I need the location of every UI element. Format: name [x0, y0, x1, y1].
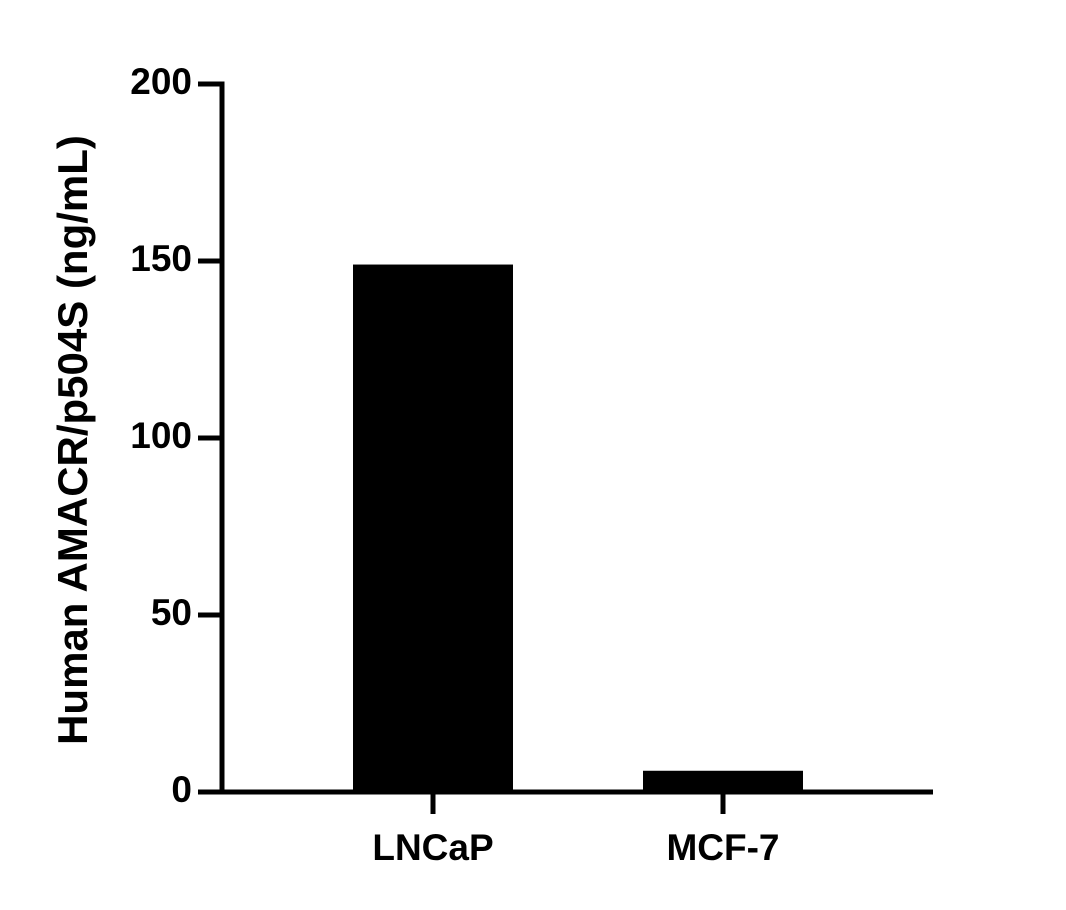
y-tick-label: 150 [130, 238, 192, 279]
y-tick-label: 50 [151, 592, 192, 633]
y-tick-label: 0 [171, 769, 192, 810]
bar [353, 264, 513, 792]
y-tick-label: 200 [130, 61, 192, 102]
y-axis-label: Human AMACR/p504S (ng/mL) [49, 135, 96, 745]
x-tick-label: LNCaP [372, 827, 493, 868]
bar [643, 770, 803, 792]
x-tick-label: MCF-7 [666, 827, 779, 868]
y-tick-label: 100 [130, 415, 192, 456]
